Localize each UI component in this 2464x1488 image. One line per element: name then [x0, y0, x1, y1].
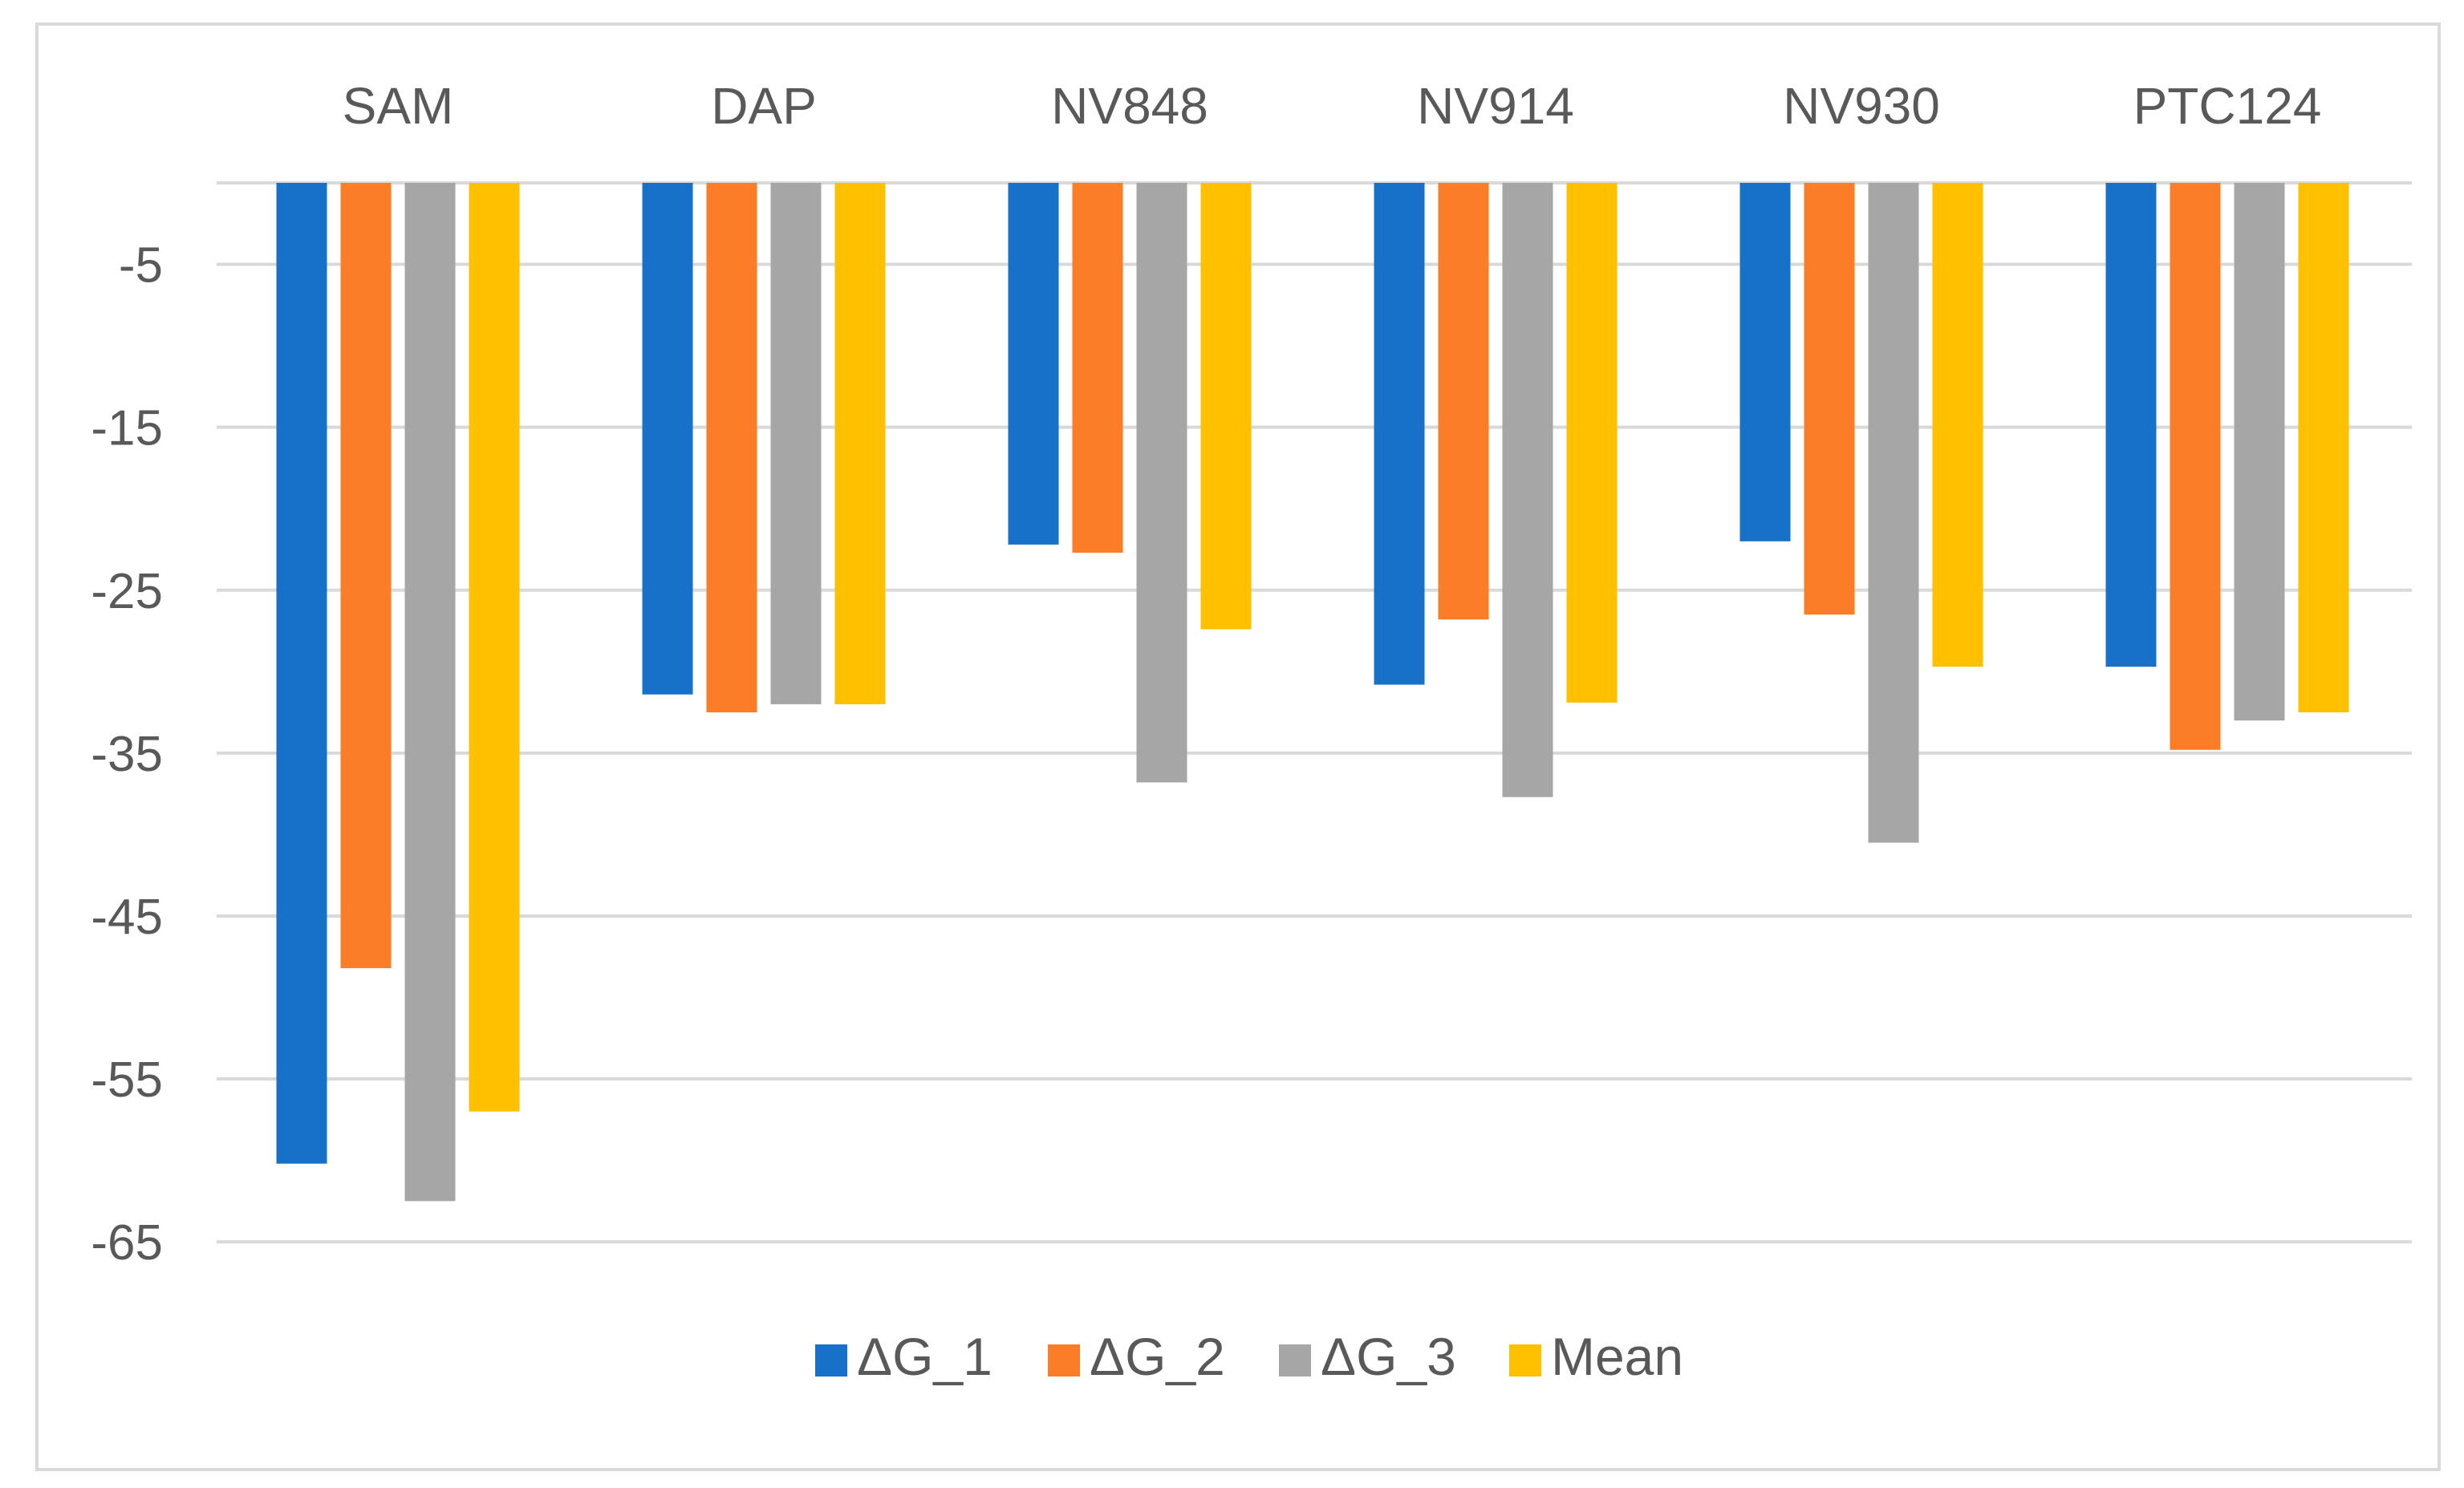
y-tick-label: -35 [91, 727, 163, 782]
bar-nv914-series-4 [1566, 183, 1618, 703]
bar-nv848-series-3 [1136, 183, 1187, 783]
bar-nv914-series-1 [1374, 183, 1425, 685]
y-tick-label: -55 [91, 1052, 163, 1108]
legend: ΔG_1 ΔG_2 ΔG_3 Mean [815, 1327, 1683, 1386]
bars [276, 183, 2349, 1202]
legend-label: Mean [1551, 1327, 1683, 1386]
bar-ptc124-series-1 [2105, 183, 2157, 667]
bar-sam-series-1 [276, 183, 327, 1164]
bar-dap-series-1 [642, 183, 693, 695]
category-label: PTC124 [2133, 77, 2322, 135]
bar-nv930-series-3 [1868, 183, 1919, 843]
y-tick-label: -45 [91, 890, 163, 945]
bar-nv930-series-2 [1804, 183, 1855, 615]
category-label: SAM [343, 77, 454, 135]
bar-nv930-series-1 [1739, 183, 1791, 541]
bar-nv848-series-4 [1200, 183, 1252, 630]
bar-dap-series-4 [834, 183, 886, 704]
bar-sam-series-2 [340, 183, 392, 968]
bar-ptc124-series-3 [2234, 183, 2285, 721]
legend-swatch [1509, 1344, 1541, 1377]
category-labels: SAM DAP NV848 NV914 NV930 PTC124 [343, 77, 2322, 135]
category-label: NV848 [1051, 77, 1208, 135]
bar-nv914-series-2 [1438, 183, 1489, 620]
y-axis-tick-labels: -5 -15 -25 -35 -45 -55 -65 [91, 238, 163, 1271]
legend-swatch [815, 1344, 847, 1377]
bar-nv914-series-3 [1502, 183, 1553, 797]
y-tick-label: -65 [91, 1215, 163, 1271]
chart-frame: -5 -15 -25 -35 -45 -55 -65 SAM DAP NV848 NV914 NV9… [35, 22, 2441, 1471]
bar-nv848-series-1 [1008, 183, 1059, 545]
category-label: NV914 [1417, 77, 1574, 135]
legend-swatch [1279, 1344, 1311, 1377]
bar-nv848-series-2 [1072, 183, 1123, 553]
bar-ptc124-series-4 [2298, 183, 2349, 713]
legend-label: ΔG_1 [857, 1327, 993, 1386]
legend-label: ΔG_3 [1321, 1327, 1456, 1386]
y-tick-label: -25 [91, 564, 163, 619]
y-tick-label: -15 [91, 401, 163, 456]
bar-dap-series-2 [706, 183, 757, 713]
bar-ptc124-series-2 [2170, 183, 2221, 750]
bar-nv930-series-4 [1932, 183, 1983, 667]
y-tick-label: -5 [119, 238, 163, 294]
bar-sam-series-3 [404, 183, 456, 1202]
legend-swatch [1048, 1344, 1080, 1377]
bar-chart: -5 -15 -25 -35 -45 -55 -65 SAM DAP NV848 NV914 NV9… [91, 77, 2412, 1386]
gridlines [217, 181, 2412, 1244]
legend-label: ΔG_2 [1090, 1327, 1225, 1386]
bar-sam-series-4 [469, 183, 520, 1112]
bar-dap-series-3 [770, 183, 822, 704]
category-label: DAP [711, 77, 817, 135]
category-label: NV930 [1783, 77, 1940, 135]
